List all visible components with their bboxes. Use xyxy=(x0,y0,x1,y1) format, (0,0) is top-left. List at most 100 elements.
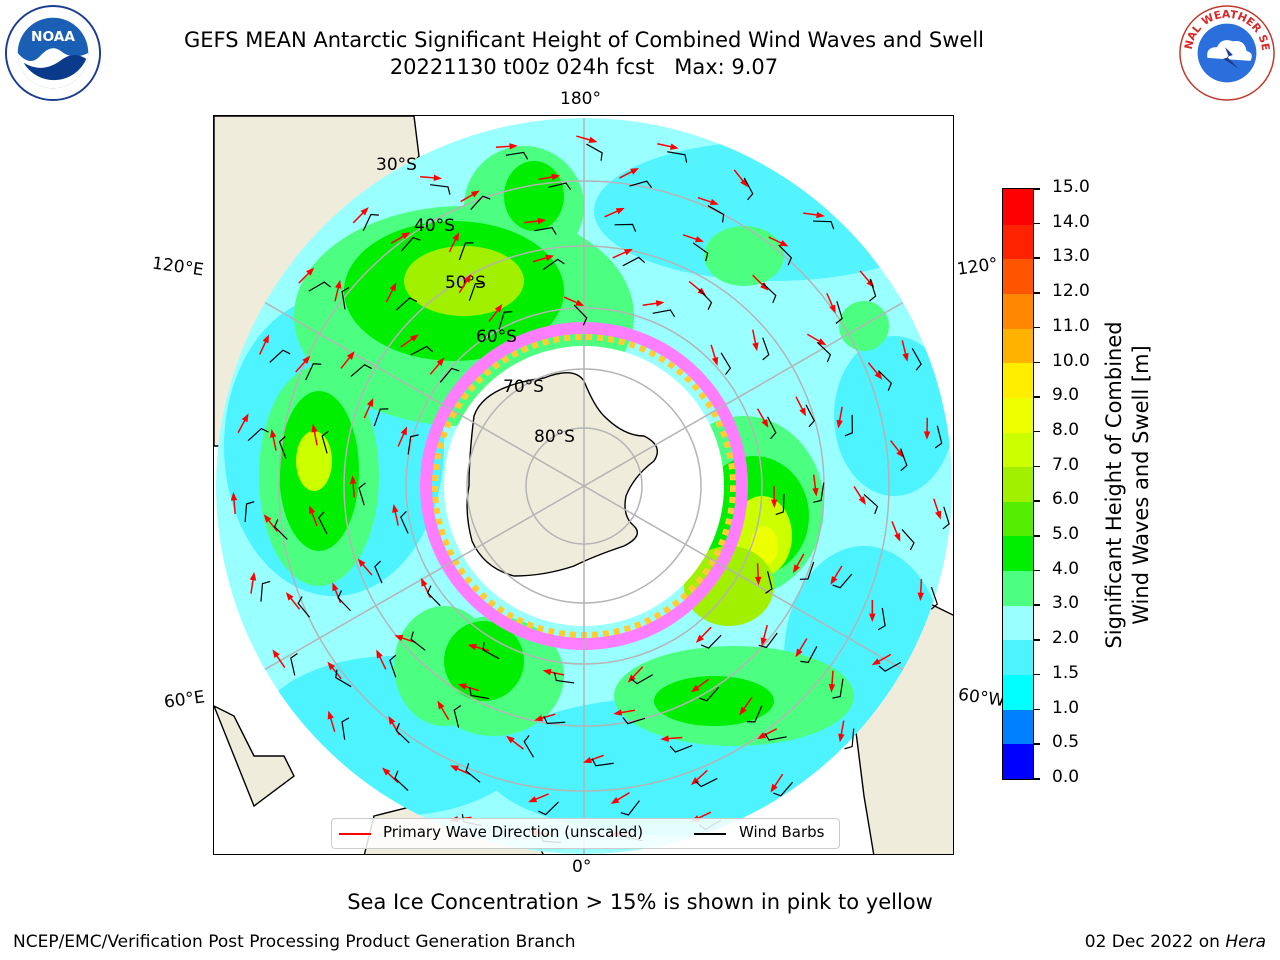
wind-barb xyxy=(698,288,713,310)
wave-direction-arrow xyxy=(289,596,301,610)
wave-direction-arrowhead xyxy=(389,282,397,292)
colorbar-tick xyxy=(1034,708,1040,711)
wave-direction-arrow xyxy=(901,340,907,357)
lat-label-80s: 80°S xyxy=(534,427,575,447)
wave-direction-arrowhead xyxy=(262,334,270,344)
wave-direction-arrow xyxy=(524,220,541,224)
lat-label-60s: 60°S xyxy=(476,327,517,347)
wind-barb xyxy=(934,425,943,449)
wind-barb xyxy=(453,705,462,728)
wave-direction-arrowhead xyxy=(528,796,538,803)
colorbar-tick xyxy=(1034,535,1040,537)
wind-barb xyxy=(273,519,288,540)
wave-direction-arrowhead xyxy=(894,532,901,542)
colorbar-tick xyxy=(1034,361,1040,364)
wave-direction-arrow xyxy=(812,474,817,491)
wave-direction-arrow xyxy=(762,728,778,737)
wave-direction-arrowhead xyxy=(392,503,399,513)
wind-barb xyxy=(538,801,559,816)
wave-direction-arrowhead xyxy=(695,634,704,643)
wind-barb xyxy=(767,416,777,440)
wind-barb xyxy=(586,143,603,161)
wave-direction-arrowhead xyxy=(874,371,883,380)
wave-direction-arrowhead xyxy=(382,767,391,776)
colorbar-label-line2: Wind Waves and Swell [m] xyxy=(1129,345,1153,625)
wind-barb xyxy=(720,352,732,375)
wind-barb xyxy=(799,561,815,580)
colorbar-tick-label: 13.0 xyxy=(1052,246,1090,267)
wave-direction-arrowhead xyxy=(858,496,866,505)
wave-direction-arrowhead xyxy=(263,514,272,523)
generation-date-text: 02 Dec 2022 on xyxy=(1084,932,1220,952)
wave-direction-arrowhead xyxy=(302,355,311,364)
wave-direction-arrowhead xyxy=(575,299,585,307)
wind-barb xyxy=(410,345,434,356)
colorbar-segment xyxy=(1003,224,1033,260)
wind-barb xyxy=(805,404,815,428)
wind-barb xyxy=(835,301,843,324)
wave-direction-arrowhead xyxy=(871,658,881,666)
wave-direction-arrow xyxy=(237,418,247,434)
wave-direction-arrow xyxy=(619,170,635,179)
wave-direction-arrow xyxy=(806,333,822,343)
nws-logo-icon: NATIONAL WEATHER SERVICE xyxy=(1178,4,1275,101)
wave-direction-arrow xyxy=(394,509,399,526)
wave-direction-arrowhead xyxy=(410,334,419,342)
wind-barb xyxy=(458,242,474,261)
wave-direction-arrow xyxy=(259,339,268,355)
wind-barb xyxy=(844,414,853,437)
wind-barb xyxy=(337,590,351,612)
wind-barb xyxy=(290,653,298,676)
wind-barb xyxy=(900,448,908,472)
colorbar-tick xyxy=(1034,743,1040,745)
wave-direction-arrow xyxy=(510,738,524,750)
colorbar-tick-label: 9.0 xyxy=(1052,385,1080,406)
wave-direction-arrow xyxy=(876,653,892,663)
wave-direction-arrow xyxy=(831,670,834,687)
wave-direction-arrowhead xyxy=(467,643,477,651)
wind-barb xyxy=(465,763,481,783)
wave-direction-arrowhead xyxy=(449,765,459,772)
wave-direction-arrowhead xyxy=(838,733,845,743)
polar-map: 30°S 40°S 50°S 60°S 70°S 80°S xyxy=(213,115,954,855)
wave-direction-arrowhead xyxy=(327,710,334,720)
wave-direction-arrowhead xyxy=(829,304,836,314)
colorbar-tick-label: 4.0 xyxy=(1052,558,1080,579)
wave-direction-arrowhead xyxy=(470,190,480,198)
wave-direction-arrow xyxy=(458,278,469,294)
wave-direction-arrowhead xyxy=(534,714,544,722)
wave-direction-arrowhead xyxy=(376,649,383,659)
wind-barb xyxy=(629,180,653,188)
wind-barb xyxy=(901,529,915,551)
wave-direction-arrowhead xyxy=(615,207,625,215)
wave-direction-arrow xyxy=(400,337,415,348)
wave-direction-arrow xyxy=(310,510,318,527)
colorbar-tick xyxy=(1034,396,1040,398)
wave-direction-arrow xyxy=(340,355,352,369)
colorbar-tick-label: 1.0 xyxy=(1052,697,1080,718)
colorbar-segment xyxy=(1003,362,1033,398)
wave-direction-arrowhead xyxy=(902,352,909,362)
wave-direction-arrowhead xyxy=(332,582,339,592)
wind-barb xyxy=(430,184,451,195)
wind-barb xyxy=(878,661,902,672)
wind-barb xyxy=(269,349,291,363)
wave-direction-arrowhead xyxy=(360,207,369,216)
wind-barb xyxy=(247,427,269,442)
wind-barb xyxy=(260,580,271,602)
wind-barb xyxy=(407,434,419,455)
wind-barb xyxy=(308,281,331,292)
colorbar-tick xyxy=(1034,465,1040,468)
wave-direction-arrowhead xyxy=(694,236,704,243)
wind-barb xyxy=(832,573,853,589)
colorbar-segment xyxy=(1003,397,1033,433)
map-canvas: 30°S 40°S 50°S 60°S 70°S 80°S xyxy=(214,116,953,854)
wave-direction-arrowhead xyxy=(690,777,700,786)
wave-direction-arrow xyxy=(473,645,490,652)
wave-direction-arrow xyxy=(657,143,674,148)
wave-direction-arrow xyxy=(890,440,901,454)
wave-direction-arrow xyxy=(488,308,500,322)
wave-direction-arrow xyxy=(448,237,458,253)
lon-label-0: 0° xyxy=(572,857,592,877)
wave-direction-arrowhead xyxy=(760,282,769,291)
